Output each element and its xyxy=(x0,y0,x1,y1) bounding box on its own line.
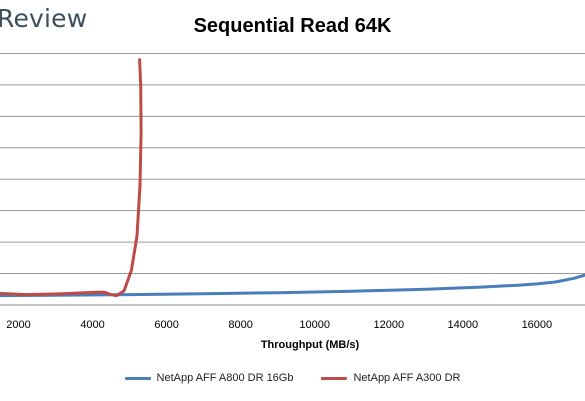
series-line-1 xyxy=(0,58,143,298)
legend-item-a300: NetApp AFF A300 DR xyxy=(321,372,460,384)
x-tick-label-0: 2000 xyxy=(6,319,30,331)
chart-title: Sequential Read 64K xyxy=(193,15,392,37)
x-tick-label-4: 10000 xyxy=(299,319,330,331)
legend-label-a300: NetApp AFF A300 DR xyxy=(353,372,461,384)
brand-logo-text: Review xyxy=(0,4,88,33)
x-tick-label-2: 6000 xyxy=(154,319,178,331)
series-lines xyxy=(0,58,585,298)
x-tick-label-1: 4000 xyxy=(80,319,104,331)
legend-label-a800: NetApp AFF A800 DR 16Gb xyxy=(156,372,294,384)
x-axis-ticks: 2000 4000 6000 8000 10000 12000 14000 16000 xyxy=(6,319,552,331)
x-tick-label-6: 14000 xyxy=(448,319,479,331)
legend-item-a800: NetApp AFF A800 DR 16Gb xyxy=(124,372,294,384)
gridlines xyxy=(0,52,585,306)
legend-swatch-a800 xyxy=(124,376,151,380)
x-axis-label: Throughput (MB/s) xyxy=(261,339,360,351)
legend-swatch-a300 xyxy=(321,376,348,380)
legend: NetApp AFF A800 DR 16Gb NetApp AFF A300 … xyxy=(0,372,585,384)
x-tick-label-7: 16000 xyxy=(522,319,553,331)
x-tick-label-3: 8000 xyxy=(228,319,252,331)
x-tick-label-5: 12000 xyxy=(373,319,404,331)
series-line-0 xyxy=(0,273,585,298)
